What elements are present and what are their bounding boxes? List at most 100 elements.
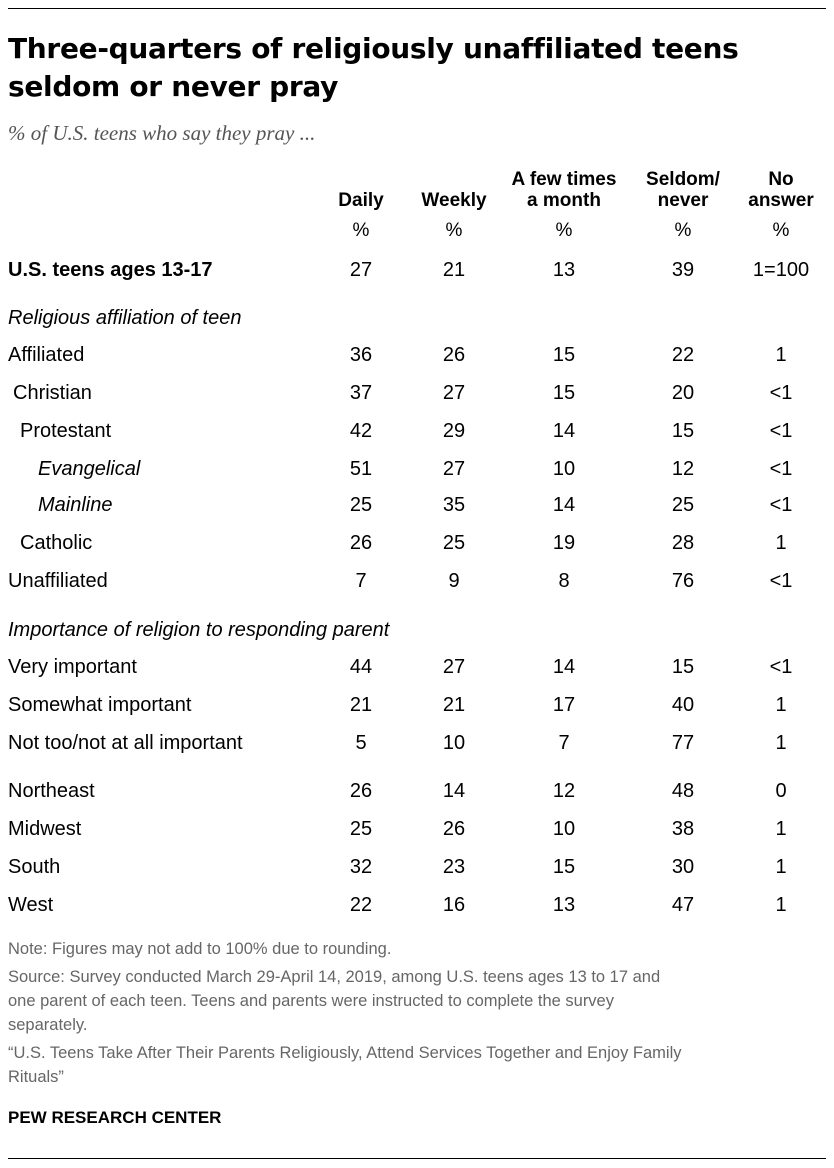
table-cell: 26: [349, 780, 373, 802]
table-cell: 38: [671, 818, 695, 840]
table-cell: 15: [552, 382, 576, 404]
col-header-few-times: A few times a month: [511, 169, 617, 211]
row-label: Christian: [13, 382, 92, 404]
table-cell: 7: [558, 732, 570, 754]
table-cell: 1: [775, 818, 787, 840]
table-cell: 5: [355, 732, 367, 754]
table-cell: 14: [552, 656, 576, 678]
table-cell: 37: [349, 382, 373, 404]
top-rule: [8, 8, 826, 9]
section-label-affiliation: Religious affiliation of teen: [8, 307, 242, 329]
table-cell: 21: [442, 694, 466, 716]
unit-few-times: %: [555, 220, 573, 241]
row-label: Catholic: [20, 532, 93, 554]
table-cell: 1: [775, 532, 787, 554]
table-cell: 10: [442, 732, 466, 754]
table-cell: 25: [349, 494, 373, 516]
table-cell: 27: [442, 458, 466, 480]
table-cell: 0: [775, 780, 787, 802]
table-cell: 32: [349, 856, 373, 878]
table-cell: 35: [442, 494, 466, 516]
table-cell: 26: [349, 532, 373, 554]
table-cell: 13: [552, 259, 576, 281]
table-cell: 44: [349, 656, 373, 678]
table-cell: 23: [442, 856, 466, 878]
table-cell: 1: [775, 694, 787, 716]
table-cell: 7: [355, 570, 367, 592]
table-row: U.S. teens ages 13-17 27 21 13 39 1=100: [0, 255, 834, 285]
table-cell: 22: [349, 894, 373, 916]
row-label: Somewhat important: [8, 694, 192, 716]
note-line: Note: Figures may not add to 100% due to…: [8, 940, 392, 958]
row-label: West: [8, 894, 54, 916]
table-cell: 29: [442, 420, 466, 442]
source-line: one parent of each teen. Teens and paren…: [8, 992, 614, 1010]
unit-no-answer: %: [772, 220, 790, 241]
table-cell: 39: [671, 259, 695, 281]
row-label: U.S. teens ages 13-17: [8, 259, 213, 281]
table-cell: 21: [349, 694, 373, 716]
unit-seldom: %: [674, 220, 692, 241]
table-cell: 8: [558, 570, 570, 592]
table-row: West 22 16 13 47 1: [0, 890, 834, 920]
table-cell: 14: [442, 780, 466, 802]
table-cell: 15: [552, 856, 576, 878]
table-cell: 27: [442, 656, 466, 678]
table-cell: 10: [552, 458, 576, 480]
source-line: Source: Survey conducted March 29-April …: [8, 968, 661, 986]
row-label: Protestant: [20, 420, 112, 442]
row-label: Northeast: [8, 780, 95, 802]
table-cell: 77: [671, 732, 695, 754]
row-label: Mainline: [38, 494, 113, 516]
table-cell: <1: [769, 382, 793, 404]
table-row: Not too/not at all important 5 10 7 77 1: [0, 728, 834, 758]
table-cell: 15: [671, 656, 695, 678]
source-org: PEW RESEARCH CENTER: [8, 1108, 222, 1127]
table-cell: 21: [442, 259, 466, 281]
table-row: Somewhat important 21 21 17 40 1: [0, 690, 834, 720]
table-cell: 25: [671, 494, 695, 516]
table-cell: 47: [671, 894, 695, 916]
row-label: Midwest: [8, 818, 82, 840]
source-line: separately.: [8, 1016, 88, 1034]
table-cell: 17: [552, 694, 576, 716]
table-cell: 48: [671, 780, 695, 802]
table-row: Northeast 26 14 12 48 0: [0, 776, 834, 806]
table-row: Protestant 42 29 14 15 <1: [0, 416, 834, 446]
unit-daily: %: [352, 220, 370, 241]
table-cell: 9: [448, 570, 460, 592]
row-label: Very important: [8, 656, 137, 678]
table-cell: 15: [671, 420, 695, 442]
col-header-no-answer: No answer: [748, 169, 814, 211]
table-row: Catholic 26 25 19 28 1: [0, 528, 834, 558]
table-cell: 19: [552, 532, 576, 554]
table-cell: 14: [552, 494, 576, 516]
bottom-rule: [8, 1158, 826, 1159]
report-title-line: Rituals”: [8, 1068, 64, 1086]
table-cell: 12: [671, 458, 695, 480]
table-cell: 26: [442, 344, 466, 366]
unit-weekly: %: [445, 220, 463, 241]
row-label: Affiliated: [8, 344, 85, 366]
table-cell: 27: [442, 382, 466, 404]
row-label: Unaffiliated: [8, 570, 108, 592]
col-header-daily: Daily: [338, 190, 384, 211]
table-cell: <1: [769, 656, 793, 678]
table-cell: 30: [671, 856, 695, 878]
row-label: Not too/not at all important: [8, 732, 243, 754]
table-row: Midwest 25 26 10 38 1: [0, 814, 834, 844]
table-cell: 20: [671, 382, 695, 404]
table-cell: 1: [775, 732, 787, 754]
table-cell: <1: [769, 494, 793, 516]
table-cell: 10: [552, 818, 576, 840]
table-cell: 1: [775, 856, 787, 878]
table-cell: 25: [349, 818, 373, 840]
table-row: Mainline 25 35 14 25 <1: [0, 490, 834, 520]
chart-title: Three-quarters of religiously unaffiliat…: [8, 32, 739, 103]
table-cell: 28: [671, 532, 695, 554]
section-label-parent-importance: Importance of religion to responding par…: [8, 619, 390, 641]
table-cell: 12: [552, 780, 576, 802]
col-header-weekly: Weekly: [421, 190, 487, 211]
table-row: Affiliated 36 26 15 22 1: [0, 340, 834, 370]
table-cell: 1: [775, 894, 787, 916]
